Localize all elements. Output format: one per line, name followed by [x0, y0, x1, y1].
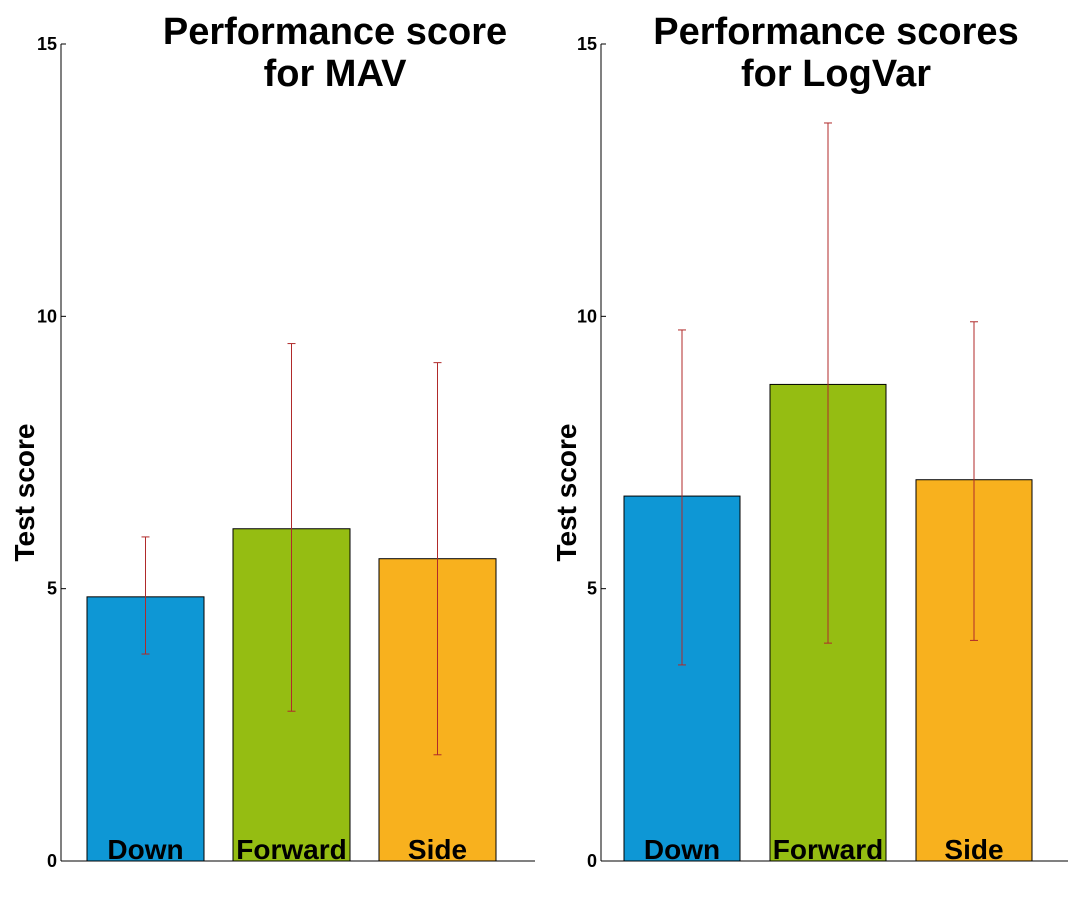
error-bar-side	[433, 362, 442, 756]
error-bar-down	[678, 329, 686, 666]
y-tick-label: 10	[577, 306, 597, 326]
category-label-down: Down	[107, 834, 183, 865]
y-tick-label: 5	[587, 579, 597, 599]
chart-title-line-2: for MAV	[264, 53, 407, 95]
category-label-side: Side	[944, 834, 1003, 865]
y-axis-label: Test score	[551, 424, 582, 562]
y-axis-label: Test score	[9, 424, 40, 562]
category-label-side: Side	[408, 834, 467, 865]
error-bar-side	[970, 321, 978, 641]
category-label-down: Down	[644, 834, 720, 865]
category-label-forward: Forward	[773, 834, 883, 865]
y-tick-label: 15	[577, 34, 597, 54]
y-tick-label: 0	[587, 851, 597, 871]
error-bar-forward	[287, 343, 296, 712]
y-tick-label: 0	[47, 851, 57, 871]
error-bar-down	[141, 536, 150, 655]
y-tick-label: 5	[47, 579, 57, 599]
chart-title-line-1: Performance scores	[653, 11, 1018, 53]
category-label-forward: Forward	[236, 834, 346, 865]
chart-title-line-2: for LogVar	[741, 53, 931, 95]
y-tick-label: 15	[37, 34, 57, 54]
chart-title-line-1: Performance score	[163, 11, 507, 53]
y-tick-label: 10	[37, 306, 57, 326]
error-bar-forward	[824, 122, 832, 644]
